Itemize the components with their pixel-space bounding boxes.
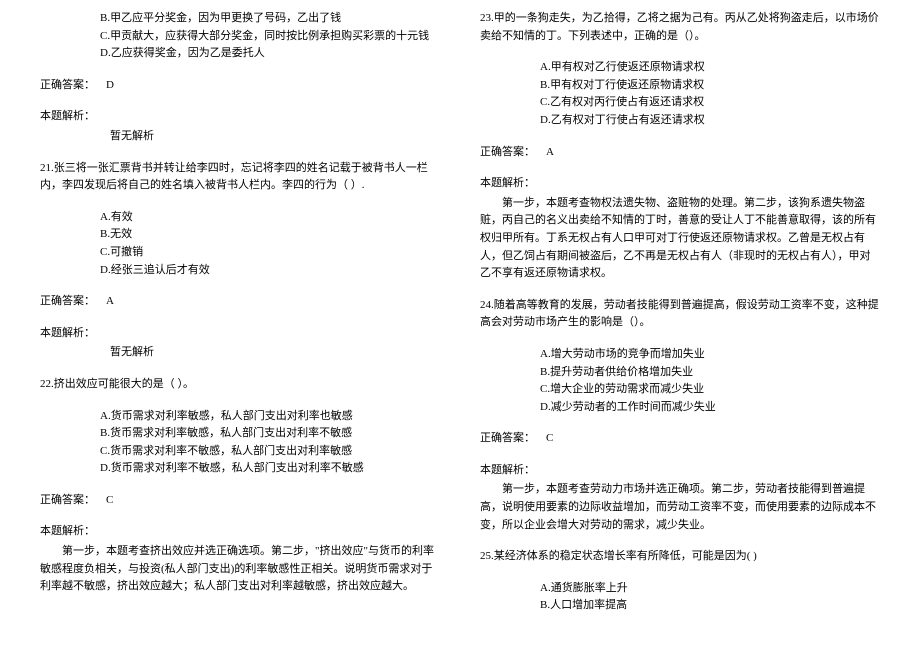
q21-option-d: D.经张三追认后才有效: [100, 262, 440, 280]
parse-label: 本题解析：: [40, 325, 440, 343]
answer-value: A: [106, 295, 114, 307]
parse-body: 第一步，本题考查劳动力市场并选正确项。第二步，劳动者技能得到普遍提高，说明使用要…: [480, 481, 880, 534]
q25-option-b: B.人口增加率提高: [540, 597, 880, 615]
q23-option-a: A.甲有权对乙行使返还原物请求权: [540, 59, 880, 77]
parse-label: 本题解析：: [40, 108, 440, 126]
q20-parse: 本题解析： 暂无解析: [40, 108, 440, 145]
q25-stem: 25.某经济体系的稳定状态增长率有所降低，可能是因为( ): [480, 548, 880, 566]
q24-options: A.增大劳动市场的竞争而增加失业 B.提升劳动者供给价格增加失业 C.增大企业的…: [510, 346, 880, 416]
q25-options: A.通货膨胀率上升 B.人口增加率提高: [510, 580, 880, 615]
q24-option-c: C.增大企业的劳动需求而减少失业: [540, 381, 880, 399]
answer-label: 正确答案：: [480, 432, 535, 444]
q22-option-d: D.货币需求对利率不敏感，私人部门支出对利率不敏感: [100, 460, 440, 478]
q21-parse: 本题解析： 暂无解析: [40, 325, 440, 362]
page-two-column: B.甲乙应平分奖金，因为甲更换了号码，乙出了钱 C.甲贡献大，应获得大部分奖金，…: [0, 0, 920, 639]
answer-label: 正确答案：: [40, 79, 95, 91]
q21-answer: 正确答案： A: [40, 293, 440, 311]
parse-body: 第一步，本题考查物权法遗失物、盗赃物的处理。第二步，该狗系遗失物盗赃，丙自己的名…: [480, 195, 880, 283]
q24-stem: 24.随着高等教育的发展，劳动者技能得到普遍提高，假设劳动工资率不变，这种提高会…: [480, 297, 880, 332]
parse-body: 暂无解析: [110, 344, 440, 362]
answer-value: D: [106, 79, 114, 91]
parse-body: 第一步，本题考查挤出效应并选正确选项。第二步，"挤出效应"与货币的利率敏感程度负…: [40, 543, 440, 596]
q23-option-b: B.甲有权对丁行使返还原物请求权: [540, 77, 880, 95]
parse-label: 本题解析：: [480, 175, 880, 193]
q21-option-b: B.无效: [100, 226, 440, 244]
q20-option-b: B.甲乙应平分奖金，因为甲更换了号码，乙出了钱: [100, 10, 440, 28]
answer-value: C: [546, 432, 553, 444]
q22-parse: 本题解析： 第一步，本题考查挤出效应并选正确选项。第二步，"挤出效应"与货币的利…: [40, 523, 440, 595]
q20-option-d: D.乙应获得奖金，因为乙是委托人: [100, 45, 440, 63]
q24-parse: 本题解析： 第一步，本题考查劳动力市场并选正确项。第二步，劳动者技能得到普遍提高…: [480, 462, 880, 534]
answer-label: 正确答案：: [480, 146, 535, 158]
q21-options: A.有效 B.无效 C.可撤销 D.经张三追认后才有效: [70, 209, 440, 279]
q24-option-b: B.提升劳动者供给价格增加失业: [540, 364, 880, 382]
q23-answer: 正确答案： A: [480, 144, 880, 162]
q22-options: A.货币需求对利率敏感，私人部门支出对利率也敏感 B.货币需求对利率敏感，私人部…: [70, 408, 440, 478]
q23-option-c: C.乙有权对丙行使占有返还请求权: [540, 94, 880, 112]
q22-option-a: A.货币需求对利率敏感，私人部门支出对利率也敏感: [100, 408, 440, 426]
q22-option-b: B.货币需求对利率敏感，私人部门支出对利率不敏感: [100, 425, 440, 443]
q23-options: A.甲有权对乙行使返还原物请求权 B.甲有权对丁行使返还原物请求权 C.乙有权对…: [510, 59, 880, 129]
left-column: B.甲乙应平分奖金，因为甲更换了号码，乙出了钱 C.甲贡献大，应获得大部分奖金，…: [40, 10, 440, 629]
right-column: 23.甲的一条狗走失，为乙拾得，乙将之据为己有。丙从乙处将狗盗走后，以市场价卖给…: [480, 10, 880, 629]
q24-answer: 正确答案： C: [480, 430, 880, 448]
answer-label: 正确答案：: [40, 295, 95, 307]
q23-parse: 本题解析： 第一步，本题考查物权法遗失物、盗赃物的处理。第二步，该狗系遗失物盗赃…: [480, 175, 880, 283]
q23-stem: 23.甲的一条狗走失，为乙拾得，乙将之据为己有。丙从乙处将狗盗走后，以市场价卖给…: [480, 10, 880, 45]
q23-option-d: D.乙有权对丁行使占有返还请求权: [540, 112, 880, 130]
parse-body: 暂无解析: [110, 128, 440, 146]
q24-option-d: D.减少劳动者的工作时间而减少失业: [540, 399, 880, 417]
q22-option-c: C.货币需求对利率不敏感，私人部门支出对利率敏感: [100, 443, 440, 461]
q21-option-c: C.可撤销: [100, 244, 440, 262]
q20-option-c: C.甲贡献大，应获得大部分奖金，同时按比例承担购买彩票的十元钱: [100, 28, 440, 46]
answer-label: 正确答案：: [40, 494, 95, 506]
answer-value: C: [106, 494, 113, 506]
q25-option-a: A.通货膨胀率上升: [540, 580, 880, 598]
parse-label: 本题解析：: [40, 523, 440, 541]
parse-label: 本题解析：: [480, 462, 880, 480]
q22-stem: 22.挤出效应可能很大的是（ ）。: [40, 376, 440, 394]
q20-answer: 正确答案： D: [40, 77, 440, 95]
answer-value: A: [546, 146, 554, 158]
q21-stem: 21.张三将一张汇票背书并转让给李四时，忘记将李四的姓名记载于被背书人一栏内，李…: [40, 160, 440, 195]
q20-options: B.甲乙应平分奖金，因为甲更换了号码，乙出了钱 C.甲贡献大，应获得大部分奖金，…: [70, 10, 440, 63]
q24-option-a: A.增大劳动市场的竞争而增加失业: [540, 346, 880, 364]
q22-answer: 正确答案： C: [40, 492, 440, 510]
q21-option-a: A.有效: [100, 209, 440, 227]
